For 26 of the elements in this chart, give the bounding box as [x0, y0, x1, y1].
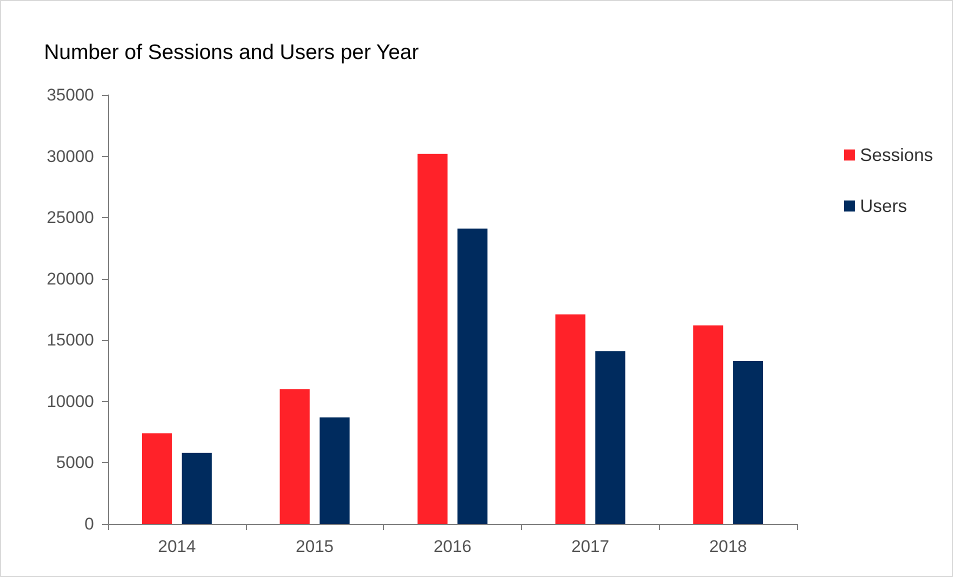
- bar: [320, 417, 350, 524]
- y-tick-label: 5000: [56, 453, 94, 472]
- x-tick-label: 2015: [296, 537, 334, 556]
- bar: [182, 452, 212, 524]
- x-tick-label: 2018: [709, 537, 748, 556]
- y-tick-label: 15000: [46, 330, 94, 350]
- bar: [457, 228, 488, 524]
- bar: [555, 314, 586, 524]
- bar: [733, 360, 764, 524]
- bar: [142, 433, 172, 524]
- bar: [280, 389, 310, 524]
- y-tick-label: 25000: [46, 208, 94, 228]
- y-tick-label: 35000: [46, 86, 94, 104]
- chart-title: Number of Sessions and Users per Year: [44, 41, 419, 64]
- bar: [693, 325, 724, 524]
- y-tick-label: 20000: [46, 269, 94, 288]
- bar: [418, 154, 448, 524]
- legend-label: Sessions: [860, 145, 934, 165]
- y-tick-label: 0: [84, 514, 94, 534]
- y-tick-label: 10000: [46, 392, 94, 411]
- x-tick-label: 2017: [571, 537, 610, 556]
- x-tick-label: 2016: [434, 537, 472, 556]
- bar: [595, 351, 626, 524]
- y-tick-label: 30000: [46, 146, 94, 166]
- legend-label: Users: [860, 196, 907, 216]
- x-tick-label: 2014: [158, 537, 196, 556]
